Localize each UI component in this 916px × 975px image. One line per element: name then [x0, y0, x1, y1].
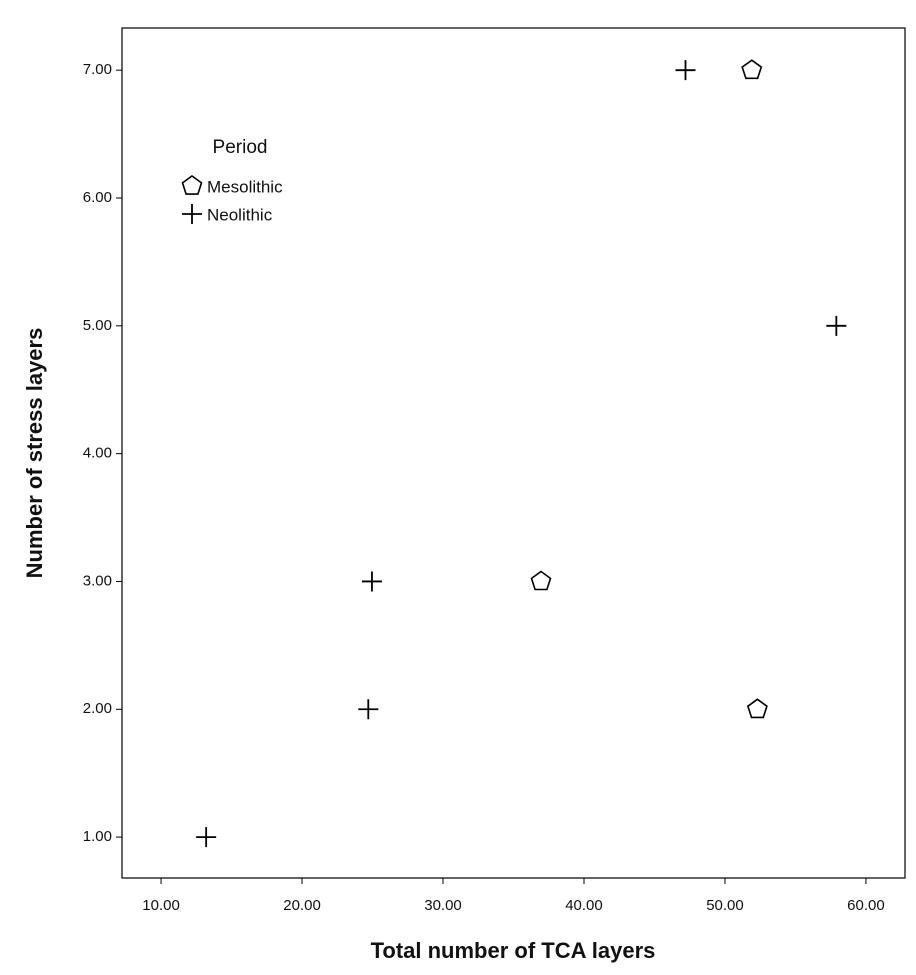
x-tick-label: 50.00: [706, 897, 744, 914]
y-tick-label: 1.00: [83, 828, 112, 845]
legend-marker: [181, 175, 203, 195]
x-axis-title: Total number of TCA layers: [371, 938, 656, 963]
y-tick-label: 3.00: [83, 572, 112, 589]
legend-label: Mesolithic: [207, 177, 283, 196]
y-tick-label: 7.00: [83, 61, 112, 78]
y-tick-label: 5.00: [83, 317, 112, 334]
x-tick-label: 30.00: [424, 897, 462, 914]
y-tick-label: 6.00: [83, 189, 112, 206]
point: [746, 698, 768, 719]
point: [675, 60, 696, 81]
point: [741, 59, 763, 80]
point: [530, 570, 552, 591]
y-axis-title: Number of stress layers: [22, 328, 47, 579]
y-tick-label: 2.00: [83, 700, 112, 717]
y-tick-label: 4.00: [83, 445, 112, 462]
point: [196, 827, 217, 848]
legend-label: Neolithic: [207, 205, 273, 224]
point: [826, 315, 847, 336]
x-tick-label: 40.00: [565, 897, 603, 914]
plot-frame: [121, 27, 906, 879]
x-tick-label: 10.00: [142, 897, 180, 914]
x-tick-label: 20.00: [283, 897, 321, 914]
point: [358, 699, 379, 720]
legend-title: Period: [213, 137, 268, 158]
point: [361, 571, 382, 592]
legend-marker: [182, 204, 202, 224]
x-tick-label: 60.00: [847, 897, 885, 914]
